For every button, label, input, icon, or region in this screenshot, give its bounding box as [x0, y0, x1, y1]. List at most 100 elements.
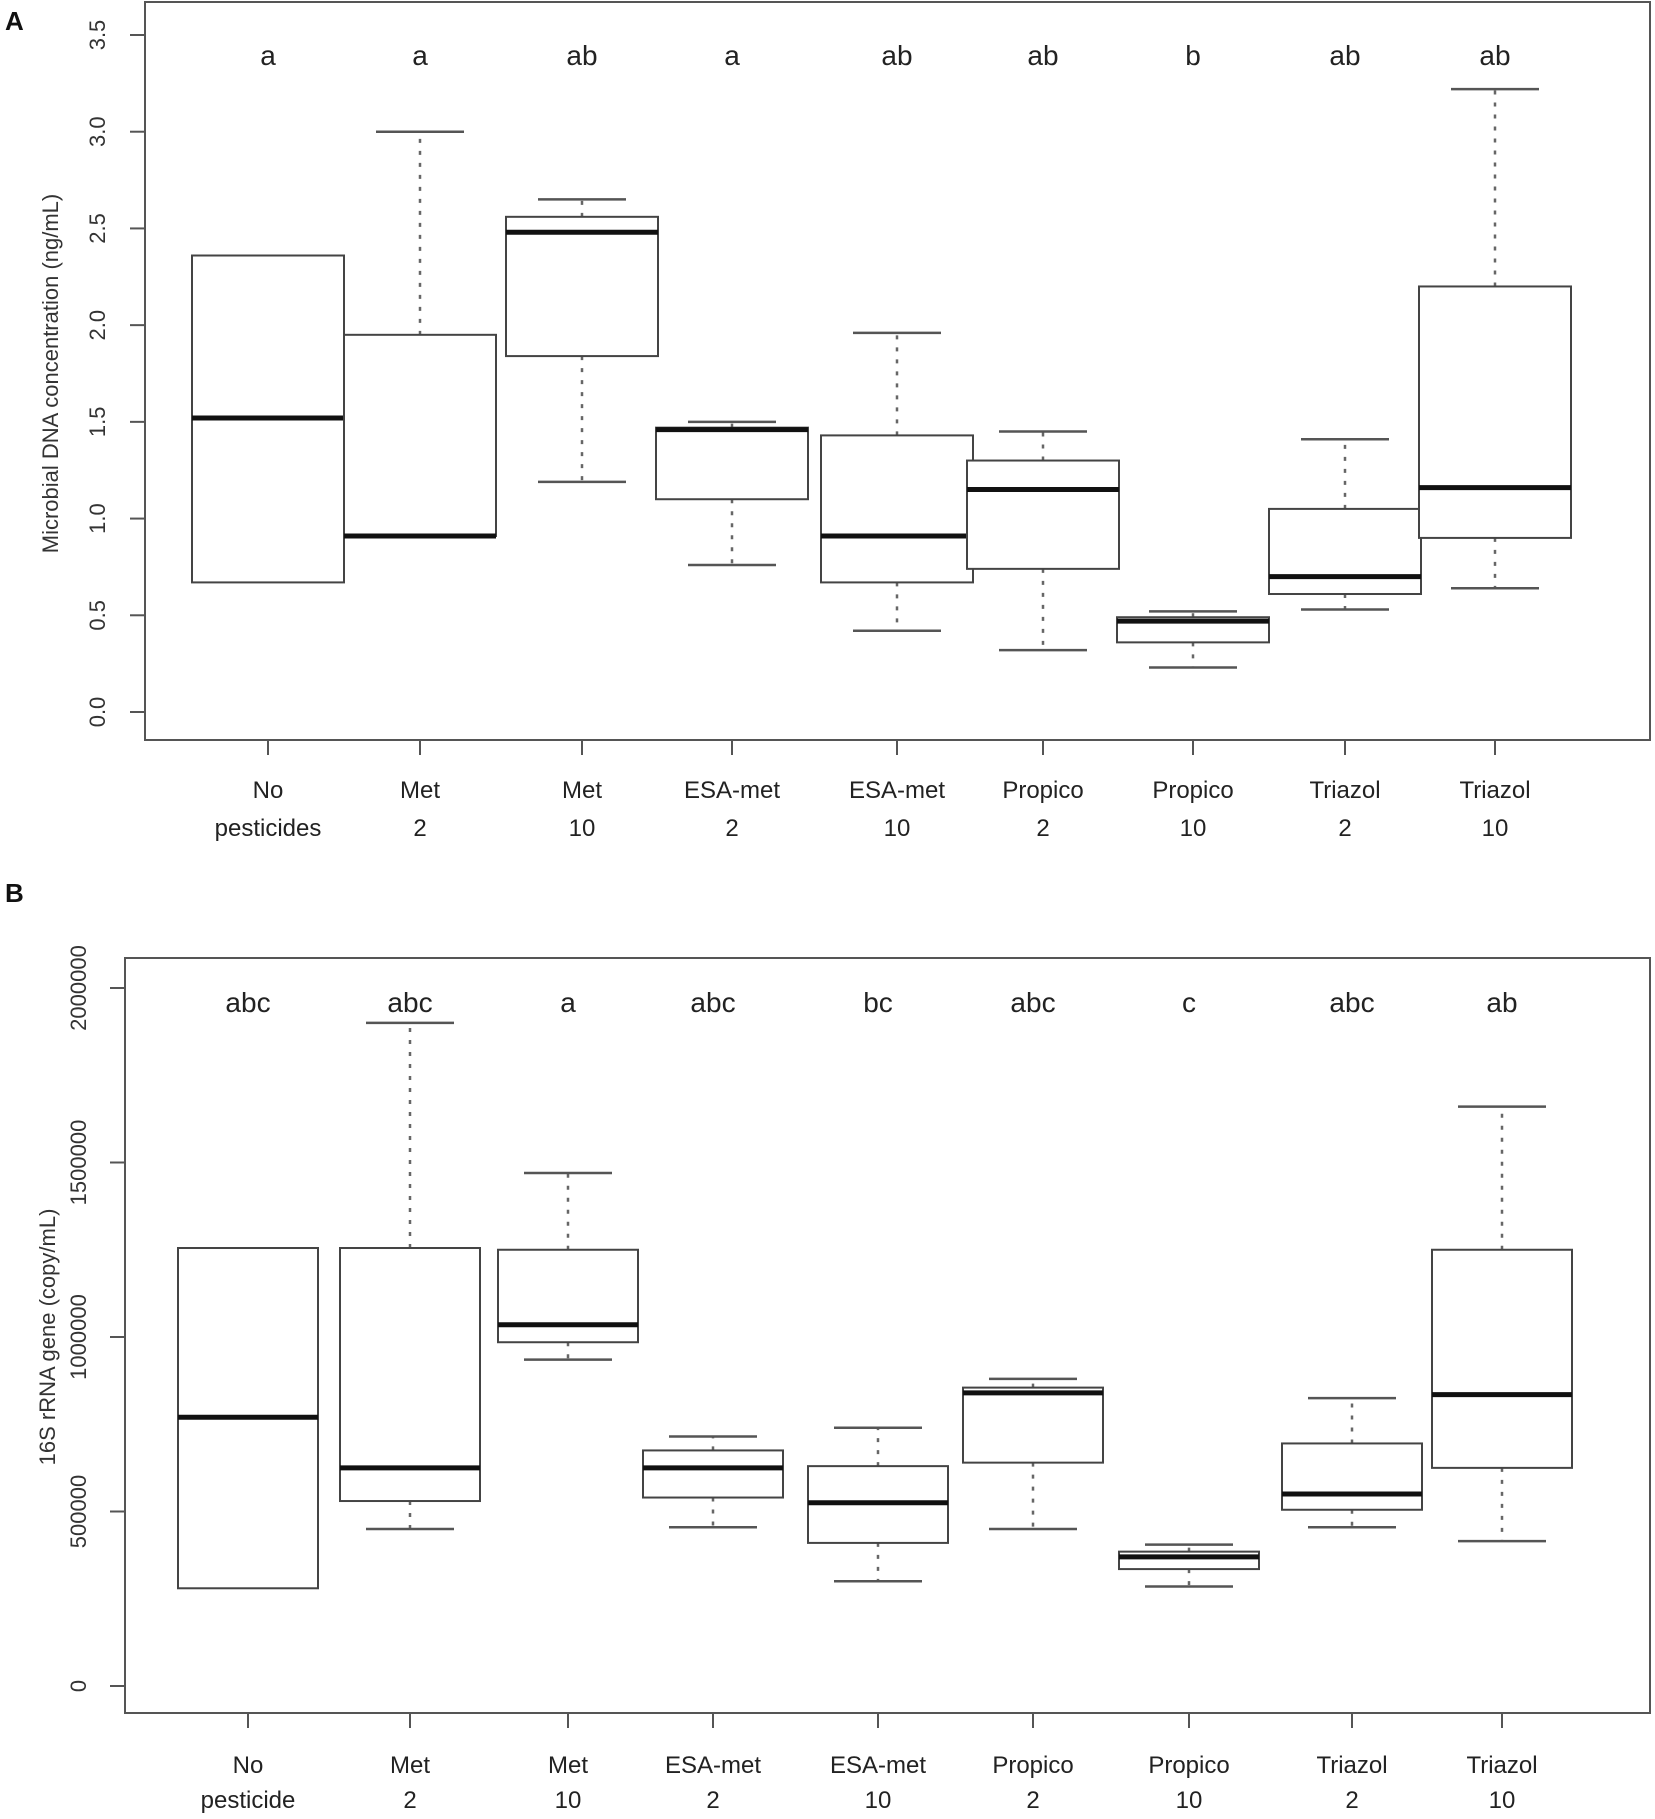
box-group-4: abc ESA-met 2: [642, 987, 784, 1814]
category-label-line2: 10: [1482, 815, 1509, 842]
box-group-3: ab Met 10: [505, 40, 659, 842]
significance-label: a: [412, 40, 428, 71]
significance-label: bc: [863, 987, 893, 1018]
y-tick-label: 0.0: [85, 697, 110, 728]
chart-panel-b: B 0 500000 1000000 1500000 2000000 16S rRNA ge…: [5, 878, 1651, 1814]
significance-label: abc: [1010, 987, 1055, 1018]
iqr-box: [1418, 285, 1572, 539]
y-axis-title: Microbial DNA concentration (ng/mL): [38, 194, 63, 553]
category-label-line2: pesticides: [215, 815, 322, 842]
category-label-line2: 10: [569, 815, 596, 842]
category-label-line2: 10: [555, 1787, 582, 1814]
iqr-box: [966, 459, 1120, 570]
significance-label: ab: [1329, 40, 1360, 71]
y-tick-label: 1.0: [85, 503, 110, 534]
y-tick-label: 1.5: [85, 407, 110, 438]
category-label-line1: Met: [548, 1752, 588, 1779]
box-group-2: abc Met 2: [339, 987, 481, 1814]
y-tick-label: 1500000: [66, 1120, 91, 1206]
significance-label: ab: [1486, 987, 1517, 1018]
category-label-line2: 2: [1345, 1787, 1358, 1814]
box-group-6: abc Propico 2: [962, 987, 1104, 1814]
iqr-box: [962, 1386, 1104, 1464]
box-group-1: a No pesticides: [191, 40, 345, 842]
category-label-line2: 10: [1176, 1787, 1203, 1814]
category-label-line1: Met: [390, 1752, 430, 1779]
box-group-3: a Met 10: [497, 987, 639, 1814]
category-label-line2: 2: [413, 815, 426, 842]
iqr-box: [1281, 1442, 1423, 1511]
y-tick-label: 500000: [66, 1475, 91, 1548]
box-group-5: bc ESA-met 10: [807, 987, 949, 1814]
box-group-8: ab Triazol 2: [1268, 40, 1422, 842]
iqr-box: [655, 426, 809, 501]
y-tick-label: 3.5: [85, 20, 110, 51]
iqr-box: [339, 1247, 481, 1503]
category-label-line1: Met: [562, 777, 602, 804]
iqr-box: [505, 215, 659, 358]
category-label-line1: No: [233, 1752, 264, 1779]
iqr-box: [820, 434, 974, 584]
category-label-line1: ESA-met: [830, 1752, 926, 1779]
category-label-line2: 10: [865, 1787, 892, 1814]
y-tick-label: 0.5: [85, 600, 110, 631]
box-group-9: ab Triazol 10: [1431, 987, 1573, 1814]
y-tick-label: 1000000: [66, 1294, 91, 1380]
significance-label: ab: [566, 40, 597, 71]
iqr-box: [642, 1449, 784, 1499]
significance-label: abc: [1329, 987, 1374, 1018]
significance-label: c: [1182, 987, 1196, 1018]
category-label-line2: 2: [403, 1787, 416, 1814]
category-label-line1: Triazol: [1309, 777, 1380, 804]
category-label-line2: 10: [884, 815, 911, 842]
category-label-line2: 2: [1338, 815, 1351, 842]
panel-label: A: [5, 6, 24, 36]
box-group-2: a Met 2: [343, 40, 497, 842]
y-axis-title: 16S rRNA gene (copy/mL): [35, 1209, 60, 1466]
category-label-line1: No: [253, 777, 284, 804]
significance-label: ab: [1027, 40, 1058, 71]
category-label-line2: 2: [706, 1787, 719, 1814]
y-tick-label: 2.0: [85, 310, 110, 341]
category-label-line1: Propico: [1148, 1752, 1229, 1779]
category-label-line2: 10: [1489, 1787, 1516, 1814]
significance-label: abc: [690, 987, 735, 1018]
category-label-line1: Met: [400, 777, 440, 804]
box-group-4: a ESA-met 2: [655, 40, 809, 842]
y-tick-label: 2.5: [85, 213, 110, 244]
category-label-line1: ESA-met: [665, 1752, 761, 1779]
significance-label: a: [724, 40, 740, 71]
iqr-box: [1431, 1248, 1573, 1469]
category-label-line1: Propico: [1002, 777, 1083, 804]
significance-label: abc: [225, 987, 270, 1018]
iqr-box: [1118, 1550, 1260, 1571]
category-label-line2: 2: [1026, 1787, 1039, 1814]
category-label-line1: ESA-met: [849, 777, 945, 804]
iqr-box: [343, 333, 497, 537]
category-label-line2: pesticide: [201, 1787, 296, 1814]
box-group-6: ab Propico 2: [966, 40, 1120, 842]
box-group-7: b Propico 10: [1116, 40, 1270, 842]
box-group-9: ab Triazol 10: [1418, 40, 1572, 842]
category-label-line2: 10: [1180, 815, 1207, 842]
significance-label: ab: [881, 40, 912, 71]
chart-panel-a: A 0.0 0.5 1.0 1.5 2.0 2.5 3.0 3.5 Microbial DNA c…: [5, 1, 1651, 842]
category-label-line1: Propico: [992, 1752, 1073, 1779]
category-label-line2: 2: [1036, 815, 1049, 842]
category-label-line2: 2: [725, 815, 738, 842]
iqr-box: [1268, 507, 1422, 596]
category-label-line1: Propico: [1152, 777, 1233, 804]
category-label-line1: Triazol: [1316, 1752, 1387, 1779]
y-tick-label: 0: [66, 1680, 91, 1692]
significance-label: a: [260, 40, 276, 71]
significance-label: a: [560, 987, 576, 1018]
significance-label: ab: [1479, 40, 1510, 71]
significance-label: abc: [387, 987, 432, 1018]
y-tick-label: 3.0: [85, 116, 110, 147]
box-group-8: abc Triazol 2: [1281, 987, 1423, 1814]
panel-label: B: [5, 878, 24, 908]
category-label-line1: ESA-met: [684, 777, 780, 804]
category-label-line1: Triazol: [1459, 777, 1530, 804]
iqr-box: [497, 1248, 639, 1344]
